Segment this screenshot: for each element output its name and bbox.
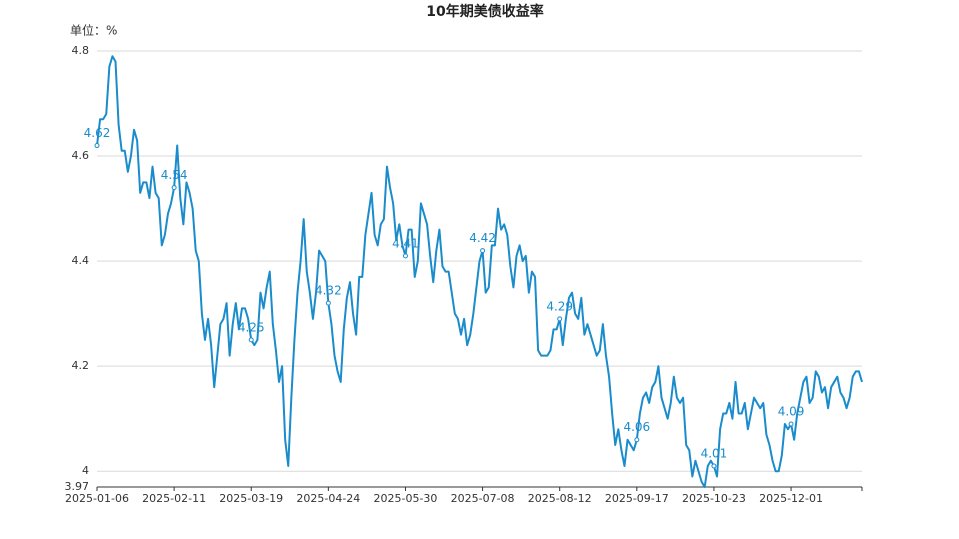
point-marker xyxy=(480,248,486,254)
point-marker xyxy=(325,300,331,306)
y-tick-label: 3.97 xyxy=(65,480,90,493)
x-tick-label: 2025-08-12 xyxy=(528,492,592,505)
point-marker xyxy=(711,463,717,469)
value-label: 4.54 xyxy=(161,168,188,182)
value-label: 4.09 xyxy=(778,404,805,418)
x-tick-label: 2025-12-01 xyxy=(759,492,823,505)
point-marker xyxy=(634,437,640,443)
x-tick-label: 2025-07-08 xyxy=(451,492,515,505)
value-label: 4.42 xyxy=(469,231,496,245)
y-tick-label: 4.8 xyxy=(72,44,90,57)
x-tick-label: 2025-03-19 xyxy=(219,492,283,505)
x-tick-label: 2025-09-17 xyxy=(605,492,669,505)
value-label: 4.06 xyxy=(623,420,650,434)
y-tick-label: 4.6 xyxy=(72,149,90,162)
value-label: 4.41 xyxy=(392,236,419,250)
point-marker xyxy=(171,185,177,191)
y-tick-label: 4.4 xyxy=(72,254,90,267)
y-unit-label: 单位：% xyxy=(70,23,117,38)
value-label: 4.25 xyxy=(238,320,265,334)
y-tick-label: 4.2 xyxy=(72,359,90,372)
point-marker xyxy=(248,337,254,343)
x-tick-label: 2025-10-23 xyxy=(682,492,746,505)
value-label: 4.62 xyxy=(84,126,111,140)
point-marker xyxy=(94,143,100,149)
x-tick-label: 2025-02-11 xyxy=(142,492,206,505)
y-tick-label: 4 xyxy=(82,464,89,477)
value-label: 4.32 xyxy=(315,284,342,298)
value-label: 4.29 xyxy=(546,299,573,313)
x-tick-label: 2025-04-24 xyxy=(296,492,360,505)
chart-title: 10年期美债收益率 xyxy=(426,3,543,20)
point-marker xyxy=(788,421,794,427)
point-marker xyxy=(557,316,563,322)
point-marker xyxy=(402,253,408,259)
value-label: 4.01 xyxy=(701,446,728,460)
x-tick-label: 2025-01-06 xyxy=(65,492,129,505)
line-series xyxy=(96,55,863,488)
x-tick-label: 2025-05-30 xyxy=(373,492,437,505)
